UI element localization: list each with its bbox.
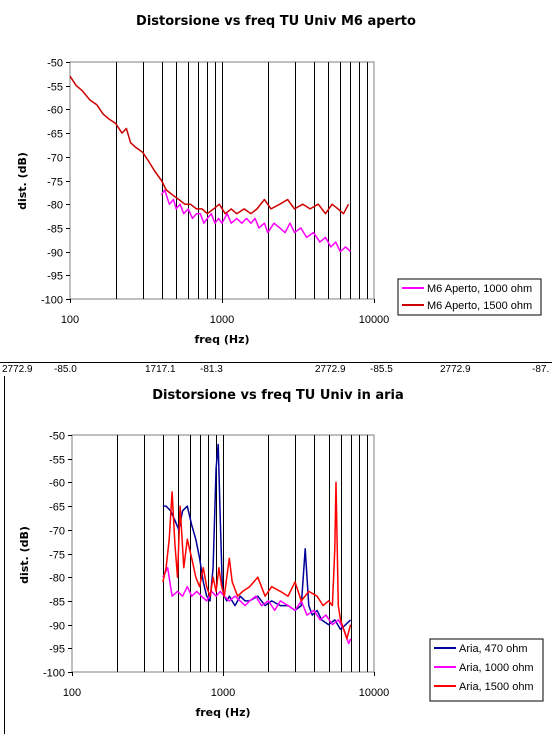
x-tick-label: 1000 [211,687,235,699]
chart-m6-aperto[interactable]: Distorsione vs freq TU Univ M6 aperto -5… [0,0,552,362]
cell-text: 2772.9 [440,364,471,375]
legend-label: Aria, 1500 ohm [459,681,534,693]
y-tick-label: -60 [47,105,63,117]
y-tick-label: -50 [49,431,65,443]
legend-label: Aria, 1000 ohm [459,662,534,674]
y-tick-label: -60 [49,478,65,490]
legend-label: M6 Aperto, 1500 ohm [427,300,532,312]
y-tick-label: -50 [47,58,63,70]
y-tick-label: -65 [49,502,65,514]
cell-text: 2772.9 [315,364,346,375]
series-layer [69,75,352,253]
spreadsheet-row [0,362,552,372]
y-tick-label: -90 [49,621,65,633]
legend: Aria, 470 ohm Aria, 1000 ohm Aria, 1500 oh… [429,638,544,702]
y-tick-label: -100 [43,668,65,680]
y-tick-label: -65 [47,129,63,141]
y-axis-title: dist. (dB) [18,526,31,584]
legend-label: M6 Aperto, 1000 ohm [427,283,532,295]
y-tick-label: -100 [41,295,63,307]
y-axis-ticks: -50 -55 -60 -65 -70 -75 -80 -85 -90 -95 -100 [43,431,72,680]
y-tick-label: -55 [49,455,65,467]
x-tick-label: 100 [61,314,79,326]
y-tick-label: -70 [49,526,65,538]
legend-box [429,638,544,702]
legend: M6 Aperto, 1000 ohm M6 Aperto, 1500 ohm [397,278,542,316]
y-tick-label: -55 [47,82,63,94]
chart-title: Distorsione vs freq TU Univ M6 aperto [136,14,416,29]
legend-box [397,278,542,316]
series-line-3 [162,481,352,640]
x-axis-title: freq (Hz) [194,333,249,346]
y-axis-ticks: -50 -55 -60 -65 -70 -75 -80 -85 -90 -95 -100 [41,58,70,307]
chart-title: Distorsione vs freq TU Univ in aria [152,388,404,403]
cell-text: 2772.9 [2,364,33,375]
series-layer [162,443,352,645]
y-tick-label: -95 [47,271,63,283]
y-tick-label: -95 [49,644,65,656]
y-tick-label: -90 [47,248,63,260]
y-tick-label: -70 [47,153,63,165]
legend-label: Aria, 470 ohm [459,643,527,655]
x-tick-label: 100 [63,687,81,699]
cell-text: -81.3 [200,364,223,375]
y-tick-label: -80 [47,200,63,212]
x-tick-label: 1000 [210,314,234,326]
spreadsheet-strip: 2772.9 -85.0 1717.1 -81.3 2772.9 -85.5 2… [0,362,552,375]
gridlines [116,62,368,299]
y-axis-title: dist. (dB) [16,152,29,210]
y-tick-label: -85 [47,224,63,236]
cell-text: -85.0 [54,364,77,375]
x-axis-title: freq (Hz) [195,706,250,719]
x-axis-ticks: 100 1000 10000 [61,299,389,326]
chart-in-aria[interactable]: Distorsione vs freq TU Univ in aria -50-… [4,376,552,734]
x-tick-label: 10000 [359,687,390,699]
y-tick-label: -85 [49,597,65,609]
y-tick-label: -75 [47,177,63,189]
cell-text: -85.5 [370,364,393,375]
series-line-2 [162,566,352,645]
cell-text: -87. [532,364,549,375]
series-line-1 [162,443,352,631]
series-line-2 [69,75,350,215]
x-tick-label: 10000 [359,314,390,326]
x-axis-ticks: 100 1000 10000 [63,672,389,699]
y-tick-label: -75 [49,550,65,562]
series-line-1 [160,189,352,253]
y-tick-label: -80 [49,573,65,585]
cell-text: 1717.1 [145,364,176,375]
